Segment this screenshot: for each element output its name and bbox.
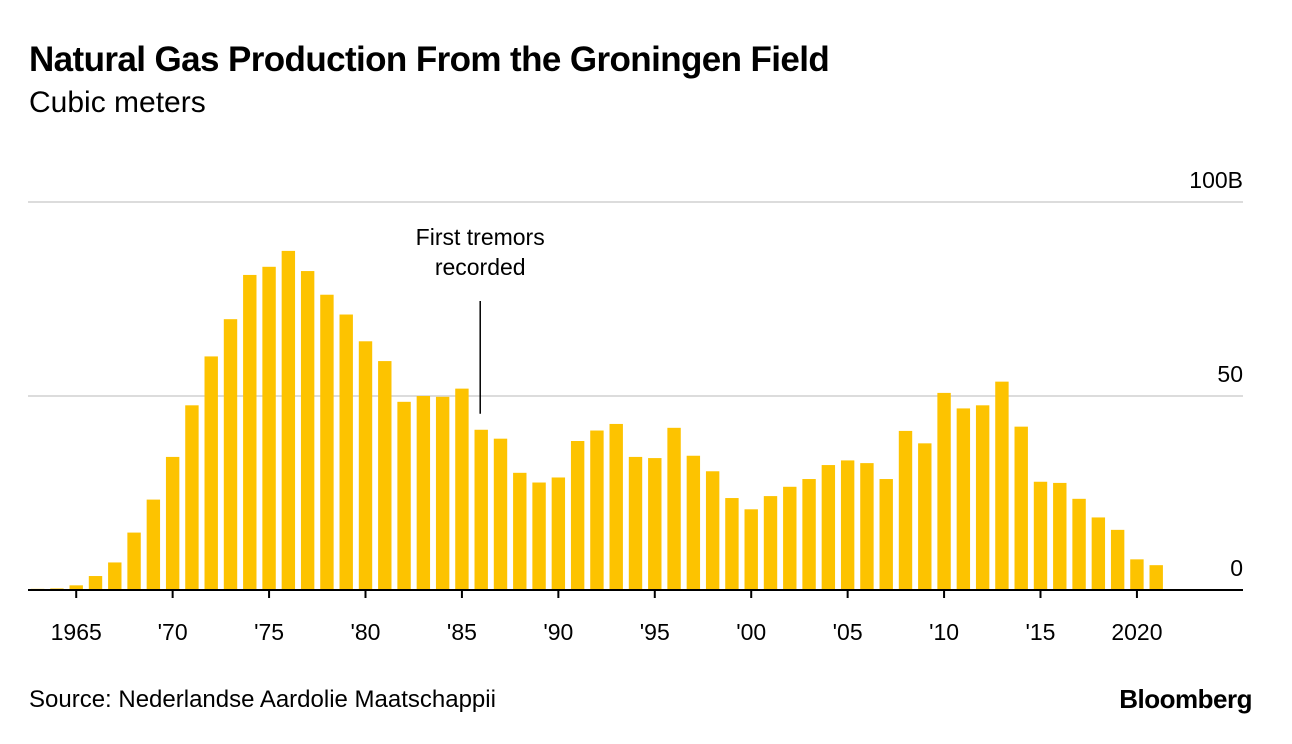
bar-2005: [840, 460, 855, 590]
bar-1974: [243, 274, 257, 590]
bar-1997: [686, 455, 701, 590]
x-tick-label-1990: '90: [543, 619, 573, 645]
bar-1989: [532, 482, 546, 590]
y-axis-ticks: 0 50 100B: [1189, 167, 1243, 581]
bar-1979: [339, 314, 353, 590]
bar-1969: [146, 499, 161, 590]
y-tick-label-50: 50: [1217, 361, 1243, 387]
bar-1973: [223, 319, 238, 590]
bar-1978: [320, 294, 334, 590]
bar-1972: [204, 356, 218, 590]
bar-1971: [185, 405, 199, 590]
bar-1993: [609, 423, 623, 590]
bar-1982: [397, 401, 411, 590]
bar-2006: [860, 463, 874, 590]
bar-2009: [918, 443, 932, 590]
bar-1965: [69, 585, 83, 590]
annotation-text-line-2: recorded: [435, 254, 526, 280]
bar-1992: [590, 430, 604, 590]
brand-logo: Bloomberg: [1119, 684, 1252, 714]
bar-1996: [667, 427, 681, 590]
y-tick-label-0: 0: [1230, 555, 1243, 581]
bar-1981: [378, 361, 392, 590]
bar-1966: [88, 576, 103, 590]
bar-2016: [1053, 482, 1067, 590]
y-tick-label-100: 100B: [1189, 167, 1243, 193]
x-tick-label-2020: 2020: [1111, 619, 1162, 645]
source-note: Source: Nederlandse Aardolie Maatschappi…: [29, 686, 496, 713]
bar-1984: [435, 396, 450, 590]
x-tick-label-2010: '10: [929, 619, 959, 645]
bar-2020: [1130, 559, 1144, 590]
x-axis-ticks: 1965 '70 '75 '80 '85 '90 '95 '00 '05 '10 '15 2020: [51, 590, 1163, 645]
bar-1995: [648, 458, 662, 590]
bar-1967: [108, 562, 122, 590]
x-tick-label-1975: '75: [254, 619, 284, 645]
bar-1976: [281, 250, 296, 590]
bar-2010: [937, 392, 951, 590]
bar-2001: [763, 496, 778, 590]
bar-2012: [975, 405, 990, 590]
bar-2000: [744, 509, 758, 590]
x-tick-label-1980: '80: [351, 619, 381, 645]
x-tick-label-1995: '95: [640, 619, 670, 645]
bar-2011: [956, 408, 971, 590]
bar-1970: [165, 456, 180, 590]
x-tick-label-2015: '15: [1026, 619, 1056, 645]
bar-1968: [127, 532, 141, 590]
bar-2018: [1091, 517, 1106, 590]
bar-1985: [455, 388, 469, 590]
x-tick-label-2000: '00: [736, 619, 766, 645]
x-tick-label-1970: '70: [158, 619, 188, 645]
bar-1980: [358, 341, 373, 590]
bar-series: [30, 250, 1163, 590]
bar-1986: [474, 429, 488, 590]
bar-2003: [802, 479, 816, 590]
bar-2019: [1110, 529, 1125, 590]
bar-1983: [416, 396, 431, 590]
bar-2017: [1072, 498, 1086, 590]
bar-1977: [300, 271, 315, 590]
bar-2004: [821, 465, 836, 590]
bar-1999: [725, 498, 739, 590]
annotation-text-line-1: First tremors: [416, 224, 545, 250]
bar-2013: [995, 381, 1009, 590]
bar-2007: [879, 479, 893, 590]
bar-1990: [551, 477, 566, 590]
x-tick-label-2005: '05: [833, 619, 863, 645]
bar-2021: [1149, 565, 1163, 590]
annotation: First tremors recorded: [416, 224, 545, 414]
bar-1994: [628, 456, 643, 590]
bar-2015: [1033, 481, 1048, 590]
bar-2002: [783, 486, 797, 590]
x-tick-label-1965: 1965: [51, 619, 102, 645]
bar-1975: [262, 266, 276, 590]
chart-title: Natural Gas Production From the Groninge…: [29, 40, 830, 79]
bar-1998: [705, 471, 720, 590]
bar-2014: [1014, 426, 1028, 590]
bar-1988: [513, 472, 527, 590]
bar-1991: [570, 441, 585, 590]
bar-2008: [898, 430, 913, 590]
x-tick-label-1985: '85: [447, 619, 477, 645]
bar-1987: [493, 438, 508, 590]
chart-subtitle: Cubic meters: [29, 86, 206, 119]
